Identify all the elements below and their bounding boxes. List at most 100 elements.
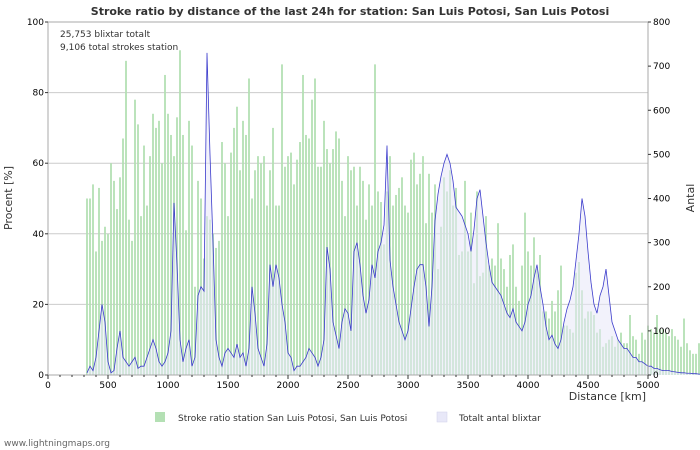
legend: Stroke ratio station San Luis Potosi, Sa… bbox=[155, 411, 541, 424]
bar bbox=[284, 166, 286, 375]
bar bbox=[179, 50, 181, 376]
bar bbox=[182, 134, 184, 375]
legend-swatch-line bbox=[436, 411, 448, 423]
x-axis-ticks: 0 500 1000 1500 2000 2500 3000 3500 4000 4500 5000 bbox=[45, 375, 660, 391]
bar bbox=[86, 198, 88, 375]
bar bbox=[236, 106, 238, 375]
bar bbox=[395, 194, 397, 375]
y-right-tick-label: 300 bbox=[653, 239, 670, 249]
bar bbox=[89, 198, 91, 375]
bar bbox=[665, 332, 667, 375]
bar bbox=[305, 134, 307, 375]
bar bbox=[314, 78, 316, 375]
info-line-1: 25,753 blixtar totalt bbox=[60, 30, 151, 40]
bar bbox=[644, 339, 646, 375]
bar bbox=[398, 187, 400, 375]
x-tick-label: 4000 bbox=[517, 381, 540, 391]
bar bbox=[221, 142, 223, 375]
bar bbox=[164, 74, 166, 375]
bar bbox=[167, 113, 169, 375]
bar bbox=[191, 145, 193, 375]
y-right-tick-label: 600 bbox=[653, 106, 670, 116]
bar bbox=[317, 166, 319, 375]
bar bbox=[170, 134, 172, 375]
x-tick-label: 2000 bbox=[277, 381, 300, 391]
bar bbox=[362, 180, 364, 375]
legend-label-line: Totalt antal blixtar bbox=[458, 414, 541, 424]
bar bbox=[560, 265, 562, 375]
bar bbox=[521, 265, 523, 375]
bar bbox=[131, 240, 133, 375]
bar bbox=[350, 170, 352, 375]
info-line-2: 9,106 total strokes station bbox=[60, 43, 178, 53]
x-axis-label: Distance [km] bbox=[569, 390, 646, 403]
bar bbox=[401, 177, 403, 375]
bar bbox=[242, 120, 244, 375]
bar bbox=[509, 254, 511, 375]
bar bbox=[671, 329, 673, 375]
y-left-tick-label: 20 bbox=[33, 300, 45, 310]
bar bbox=[143, 145, 145, 375]
y-left-tick-label: 0 bbox=[38, 371, 44, 381]
bar bbox=[524, 212, 526, 375]
bar bbox=[233, 127, 235, 376]
bar bbox=[122, 138, 124, 375]
bar bbox=[311, 99, 313, 375]
legend-label-bars: Stroke ratio station San Luis Potosi, Sa… bbox=[178, 414, 407, 424]
y-left-axis-label: Procent [%] bbox=[2, 166, 15, 230]
bar bbox=[686, 343, 688, 375]
bar bbox=[194, 286, 196, 375]
bar bbox=[98, 187, 100, 375]
line-area bbox=[87, 52, 700, 375]
bar bbox=[230, 152, 232, 375]
bar bbox=[335, 131, 337, 375]
bar bbox=[293, 184, 295, 375]
bar bbox=[266, 205, 268, 375]
bar bbox=[344, 216, 346, 375]
bar bbox=[254, 170, 256, 375]
y-right-tick-label: 700 bbox=[653, 62, 670, 72]
bar bbox=[110, 163, 112, 375]
x-tick-label: 5000 bbox=[637, 381, 660, 391]
bar bbox=[413, 152, 415, 375]
bar bbox=[245, 134, 247, 375]
bar bbox=[140, 216, 142, 375]
bar bbox=[260, 163, 262, 375]
y-right-tick-label: 100 bbox=[653, 327, 670, 337]
bar bbox=[281, 64, 283, 376]
bar bbox=[152, 113, 154, 375]
legend-swatch-bars bbox=[155, 412, 165, 422]
x-tick-label: 500 bbox=[99, 381, 116, 391]
bar bbox=[650, 329, 652, 375]
bar bbox=[557, 290, 559, 375]
bar bbox=[368, 184, 370, 375]
bar bbox=[161, 163, 163, 375]
y-right-tick-label: 0 bbox=[653, 371, 659, 381]
bar bbox=[155, 127, 157, 376]
bar bbox=[128, 219, 130, 375]
line-path bbox=[86, 52, 700, 375]
footer-credit: www.lightningmaps.org bbox=[4, 439, 110, 449]
x-tick-label: 4500 bbox=[577, 381, 600, 391]
line-series bbox=[86, 52, 700, 375]
bar bbox=[410, 159, 412, 375]
y-left-tick-label: 60 bbox=[33, 159, 45, 169]
y-right-tick-label: 400 bbox=[653, 195, 670, 205]
y-left-tick-label: 40 bbox=[33, 230, 45, 240]
bar bbox=[341, 180, 343, 375]
bar bbox=[272, 127, 274, 376]
bar bbox=[332, 149, 334, 375]
bar bbox=[188, 120, 190, 375]
x-tick-label: 2500 bbox=[337, 381, 360, 391]
bar bbox=[338, 138, 340, 375]
bar bbox=[263, 156, 265, 375]
bar bbox=[677, 339, 679, 375]
bar bbox=[158, 120, 160, 375]
bar bbox=[683, 318, 685, 375]
bar bbox=[248, 78, 250, 375]
y-left-tick-label: 80 bbox=[33, 89, 45, 99]
bar bbox=[296, 159, 298, 375]
bar bbox=[404, 205, 406, 375]
bar bbox=[347, 156, 349, 375]
chart-title: Stroke ratio by distance of the last 24h… bbox=[91, 5, 609, 18]
